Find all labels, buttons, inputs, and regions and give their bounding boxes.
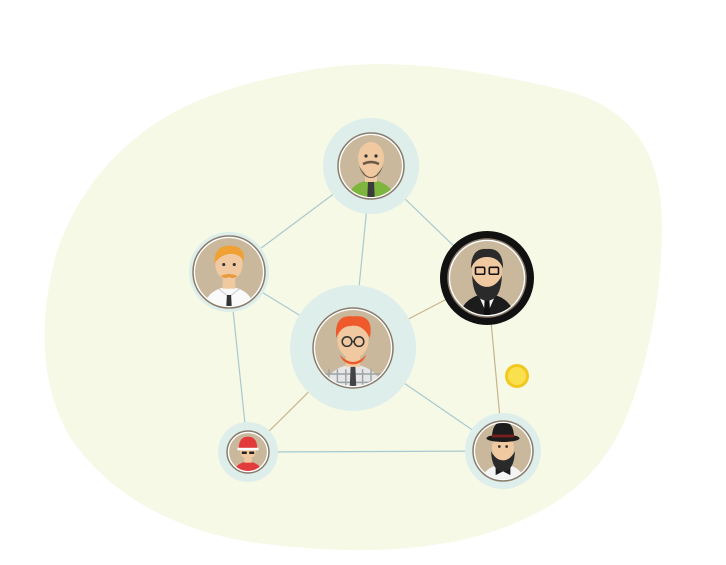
node-center[interactable]: [290, 285, 416, 411]
node-top[interactable]: [323, 118, 419, 214]
bald-bearded-man-green-shirt-avatar: [340, 135, 402, 197]
node-right[interactable]: [440, 231, 534, 326]
node-left[interactable]: [189, 232, 269, 316]
node-bottom-left[interactable]: [218, 422, 278, 482]
node-bottom-right[interactable]: [465, 413, 541, 490]
red-hair-man-glasses-plaid-shirt-avatar: [315, 310, 391, 386]
link-bottom-left-bottom-right: [247, 450, 504, 453]
ginger-man-mustache-white-shirt-avatar: [195, 238, 263, 306]
bearded-man-bowler-hat-bowtie-avatar: [475, 423, 531, 479]
yellow-dot-icon: [505, 364, 529, 388]
yellow-dot-core: [508, 367, 526, 385]
nodes-layer: [189, 118, 541, 490]
bearded-man-glasses-black-suit-avatar: [450, 241, 524, 315]
man-red-cap-red-shirt-avatar: [229, 433, 267, 471]
